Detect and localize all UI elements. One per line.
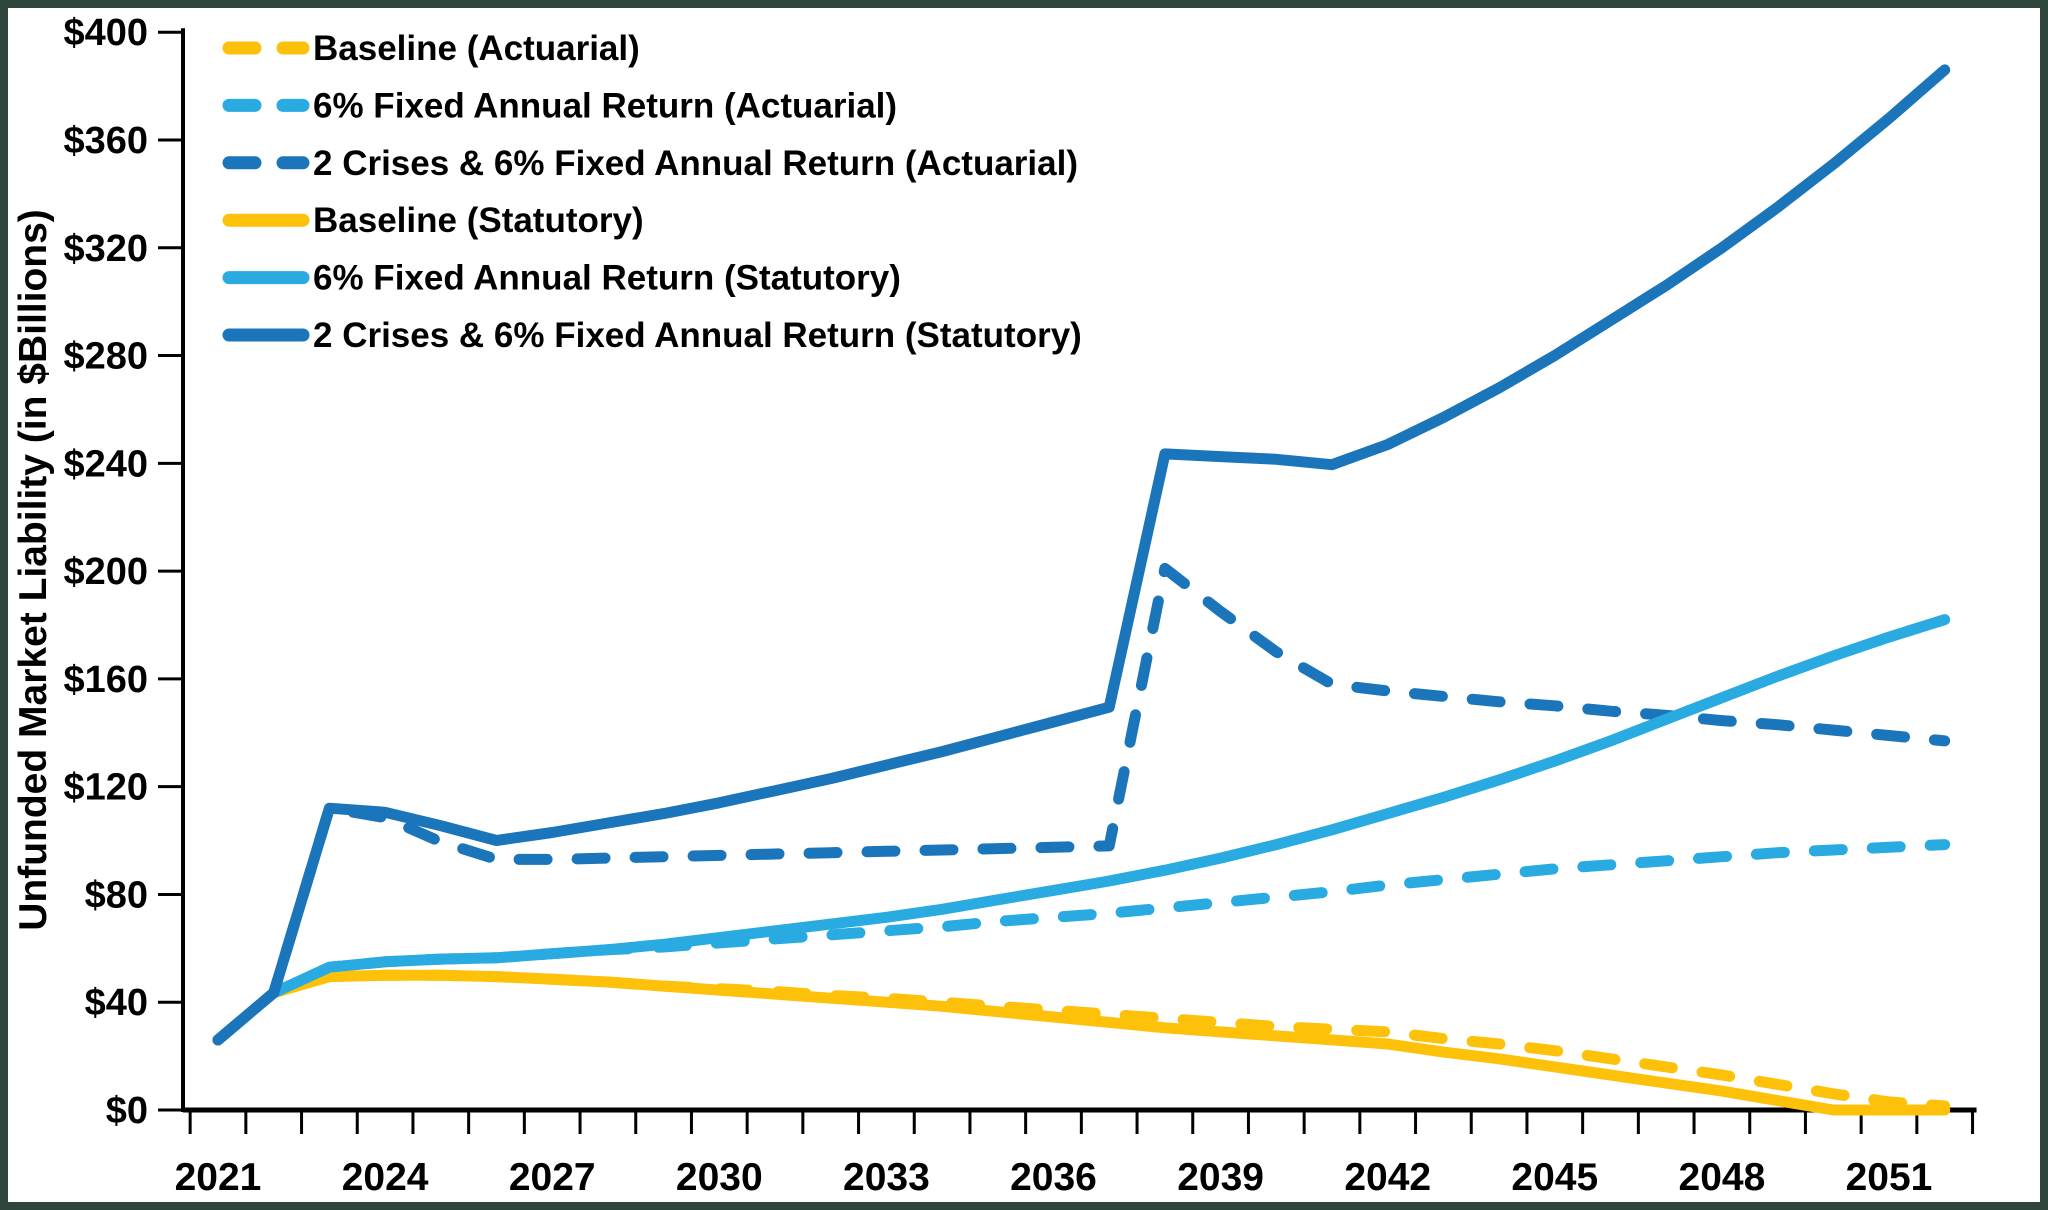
x-tick-label: 2045 [1511, 1156, 1598, 1199]
legend-item-2-crises-6-fixed-annual-return-statutory: 2 Crises & 6% Fixed Annual Return (Statu… [222, 316, 1082, 355]
legend: Baseline (Actuarial) 6% Fixed Annual Retu… [222, 29, 1082, 355]
y-tick-label: $240 [63, 443, 148, 485]
y-tick-label: $80 [85, 874, 148, 916]
x-tick-label: 2024 [342, 1156, 429, 1199]
series-line-6-fixed-annual-return-statutory [212, 614, 1951, 1046]
y-tick-label: $160 [63, 659, 148, 701]
series-line-2-crises-6-fixed-annual-return-statutory [212, 64, 1951, 1046]
legend-item-baseline-actuarial: Baseline (Actuarial) [222, 29, 640, 68]
x-tick-label: 2042 [1344, 1156, 1431, 1199]
x-tick-label: 2048 [1679, 1156, 1766, 1199]
y-tick-label: $40 [85, 982, 148, 1024]
x-tick-label: 2039 [1177, 1156, 1264, 1199]
y-tick-label: $360 [63, 120, 148, 162]
x-tick-label: 2033 [843, 1156, 930, 1199]
axes: $0 $40 $80 $120 $160 $200 $240 $280 $320 $360 $400… [63, 12, 1977, 1199]
y-tick-label: $400 [63, 12, 148, 54]
series-line-2-crises-6-fixed-annual-return-actuarial [212, 562, 1951, 1046]
y-axis-title: Unfunded Market Liability (in $Billions) [12, 209, 55, 931]
x-tick-label: 2036 [1010, 1156, 1097, 1199]
legend-item-baseline-statutory: Baseline (Statutory) [222, 201, 644, 240]
y-tick-label: $280 [63, 336, 148, 378]
legend-item-6-fixed-annual-return-actuarial: 6% Fixed Annual Return (Actuarial) [222, 86, 897, 125]
x-tick-label: 2030 [676, 1156, 763, 1199]
legend-label: 2 Crises & 6% Fixed Annual Return (Statu… [313, 316, 1082, 355]
legend-item-6-fixed-annual-return-statutory: 6% Fixed Annual Return (Statutory) [222, 259, 901, 298]
y-tick-label: $120 [63, 767, 148, 809]
x-tick-label: 2051 [1846, 1156, 1933, 1199]
x-tick-label: 2021 [175, 1156, 262, 1199]
legend-label: 6% Fixed Annual Return (Actuarial) [313, 86, 897, 125]
legend-label: 6% Fixed Annual Return (Statutory) [313, 259, 901, 298]
series-lines [212, 64, 1951, 1116]
legend-label: Baseline (Statutory) [313, 201, 644, 240]
series-line-baseline-statutory [212, 969, 1951, 1116]
y-tick-label: $0 [106, 1090, 148, 1132]
legend-label: 2 Crises & 6% Fixed Annual Return (Actua… [313, 144, 1078, 183]
y-tick-label: $200 [63, 551, 148, 593]
y-tick-label: $320 [63, 228, 148, 270]
legend-label: Baseline (Actuarial) [313, 29, 640, 68]
legend-item-2-crises-6-fixed-annual-return-actuarial: 2 Crises & 6% Fixed Annual Return (Actua… [222, 144, 1078, 183]
x-tick-label: 2027 [509, 1156, 596, 1199]
